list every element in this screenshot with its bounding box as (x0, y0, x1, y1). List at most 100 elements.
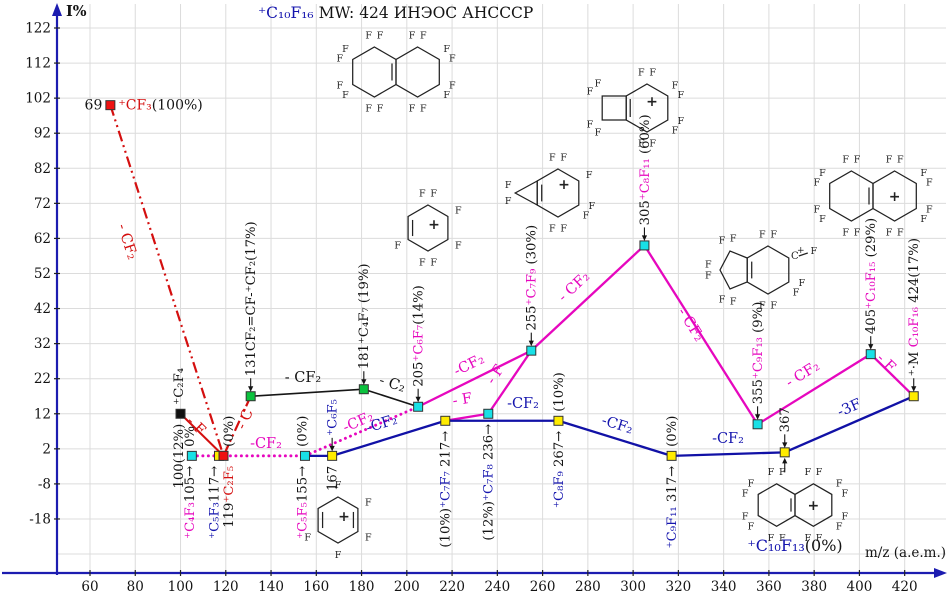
loss-label-355-405: - CF₂ (783, 358, 822, 391)
svg-text:F: F (677, 90, 684, 101)
svg-text:120: 120 (213, 579, 239, 595)
svg-text:F: F (587, 119, 594, 130)
ion-label-117: ⁺C₅F₃117→ (207, 466, 222, 539)
data-point-267 (553, 415, 564, 426)
path-181-205 (363, 388, 419, 408)
ion-label-367: 367 (778, 407, 793, 432)
svg-text:F: F (804, 533, 811, 544)
svg-text:F: F (638, 139, 645, 150)
svg-text:F: F (505, 196, 512, 207)
path-167-217 (331, 419, 446, 457)
svg-text:100: 100 (168, 579, 194, 595)
svg-text:420: 420 (892, 579, 918, 595)
svg-text:F: F (336, 54, 343, 65)
ion-label-181: 181⁺C₄F₇ (19%) (357, 263, 372, 369)
svg-text:140: 140 (258, 579, 284, 595)
svg-text:F: F (759, 229, 766, 240)
svg-text:F: F (335, 550, 342, 561)
svg-text:F: F (813, 204, 820, 215)
loss-label-317-367: -CF₂ (712, 431, 744, 447)
svg-text:F: F (748, 479, 755, 490)
svg-text:F: F (836, 479, 843, 490)
loss-label-181-205: - C₂ (377, 373, 407, 396)
svg-text:F: F (841, 488, 848, 499)
svg-text:F: F (342, 90, 349, 101)
axes: 60 80 100 120 140 160 180 200 220 240 260 280 300 320… (2, 3, 947, 595)
svg-text:260: 260 (530, 579, 556, 595)
svg-text:72: 72 (34, 196, 51, 212)
svg-text:360: 360 (756, 579, 782, 595)
svg-text:F: F (810, 246, 817, 257)
svg-text:F: F (705, 259, 712, 270)
fragmentation-paths: - CF₂ - C - F - CF₂ - C₂ -CF₂ -CF₂ -CF₂ - F - F - … (109, 104, 915, 458)
ion-label-255: 255⁺C₇F₉ (30%) (525, 225, 540, 331)
data-point-105 (186, 450, 197, 461)
path-131-181 (250, 388, 364, 398)
svg-text:F: F (365, 104, 372, 115)
svg-text:80: 80 (127, 579, 144, 595)
ion-label-267-below: ⁺C₈F₉ 267→ (552, 431, 567, 508)
svg-text:I%: I% (66, 3, 87, 20)
ion-label-317-below: ⁺C₉F₁₁ 317→ (665, 466, 680, 548)
svg-text:F: F (443, 44, 450, 55)
path-217-236 (445, 412, 489, 422)
ion-label-69-formula: ⁺CF₃(100%) (118, 98, 202, 114)
svg-text:F: F (649, 67, 656, 78)
svg-text:+: + (558, 177, 570, 193)
svg-text:F: F (886, 154, 893, 165)
svg-text:F: F (595, 127, 602, 138)
svg-text:F: F (365, 533, 372, 544)
ion-label-119: (0%) (222, 416, 237, 447)
svg-text:60: 60 (81, 579, 98, 595)
svg-text:92: 92 (34, 126, 51, 142)
svg-text:F: F (304, 533, 311, 544)
data-point-405 (865, 349, 876, 360)
ion-label-155: (0%) (295, 416, 310, 447)
data-point-167 (327, 450, 338, 461)
svg-text:F: F (920, 214, 927, 225)
svg-text:F: F (455, 206, 462, 217)
svg-text:+: + (797, 246, 805, 256)
data-point-424 (908, 391, 919, 402)
path-131-119 (222, 395, 252, 457)
ion-label-424: ⁺·M C₁₀F₁₆ 424(17%) (907, 238, 922, 376)
svg-text:-8: -8 (38, 476, 51, 492)
svg-text:F: F (377, 104, 384, 115)
svg-text:F: F (816, 467, 823, 478)
svg-text:F: F (335, 480, 342, 491)
loss-label-69-119: - CF₂ (114, 222, 140, 262)
loss-label-131-119: - C (234, 407, 257, 432)
svg-text:340: 340 (711, 579, 737, 595)
svg-text:F: F (430, 188, 437, 199)
svg-text:F: F (842, 228, 849, 239)
svg-text:F: F (804, 467, 811, 478)
svg-text:32: 32 (34, 336, 51, 352)
path-69-119 (109, 104, 225, 457)
loss-label-217-267: -CF₂ (507, 396, 539, 412)
path-205-255 (417, 349, 532, 408)
data-point-217 (440, 415, 451, 426)
svg-text:F: F (926, 204, 933, 215)
svg-text:F: F (748, 521, 755, 532)
path-305-355 (643, 244, 759, 425)
svg-text:F: F (742, 488, 749, 499)
svg-text:F: F (336, 80, 343, 91)
svg-text:F: F (677, 116, 684, 127)
svg-text:62: 62 (34, 231, 51, 247)
svg-text:F: F (583, 211, 590, 222)
svg-text:F: F (779, 533, 786, 544)
ion-label-100-below: 100(12%) (172, 424, 187, 489)
svg-text:122: 122 (25, 21, 51, 37)
svg-text:F: F (770, 229, 777, 240)
data-points (105, 100, 919, 461)
ion-label-167: ⁺C₆F₅ (326, 399, 341, 436)
data-point-69 (105, 100, 116, 111)
svg-text:F: F (549, 224, 556, 235)
svg-text:2: 2 (42, 441, 51, 457)
structure-caption-c10f13: ⁺C₁₀F₁₃(0%) (747, 536, 842, 555)
ion-label-217: (10%)⁺C₇F₇ 217→ (439, 431, 454, 548)
ion-label-119-below: 119⁺C₂F₅ (222, 466, 237, 528)
svg-text:+: + (889, 189, 901, 205)
